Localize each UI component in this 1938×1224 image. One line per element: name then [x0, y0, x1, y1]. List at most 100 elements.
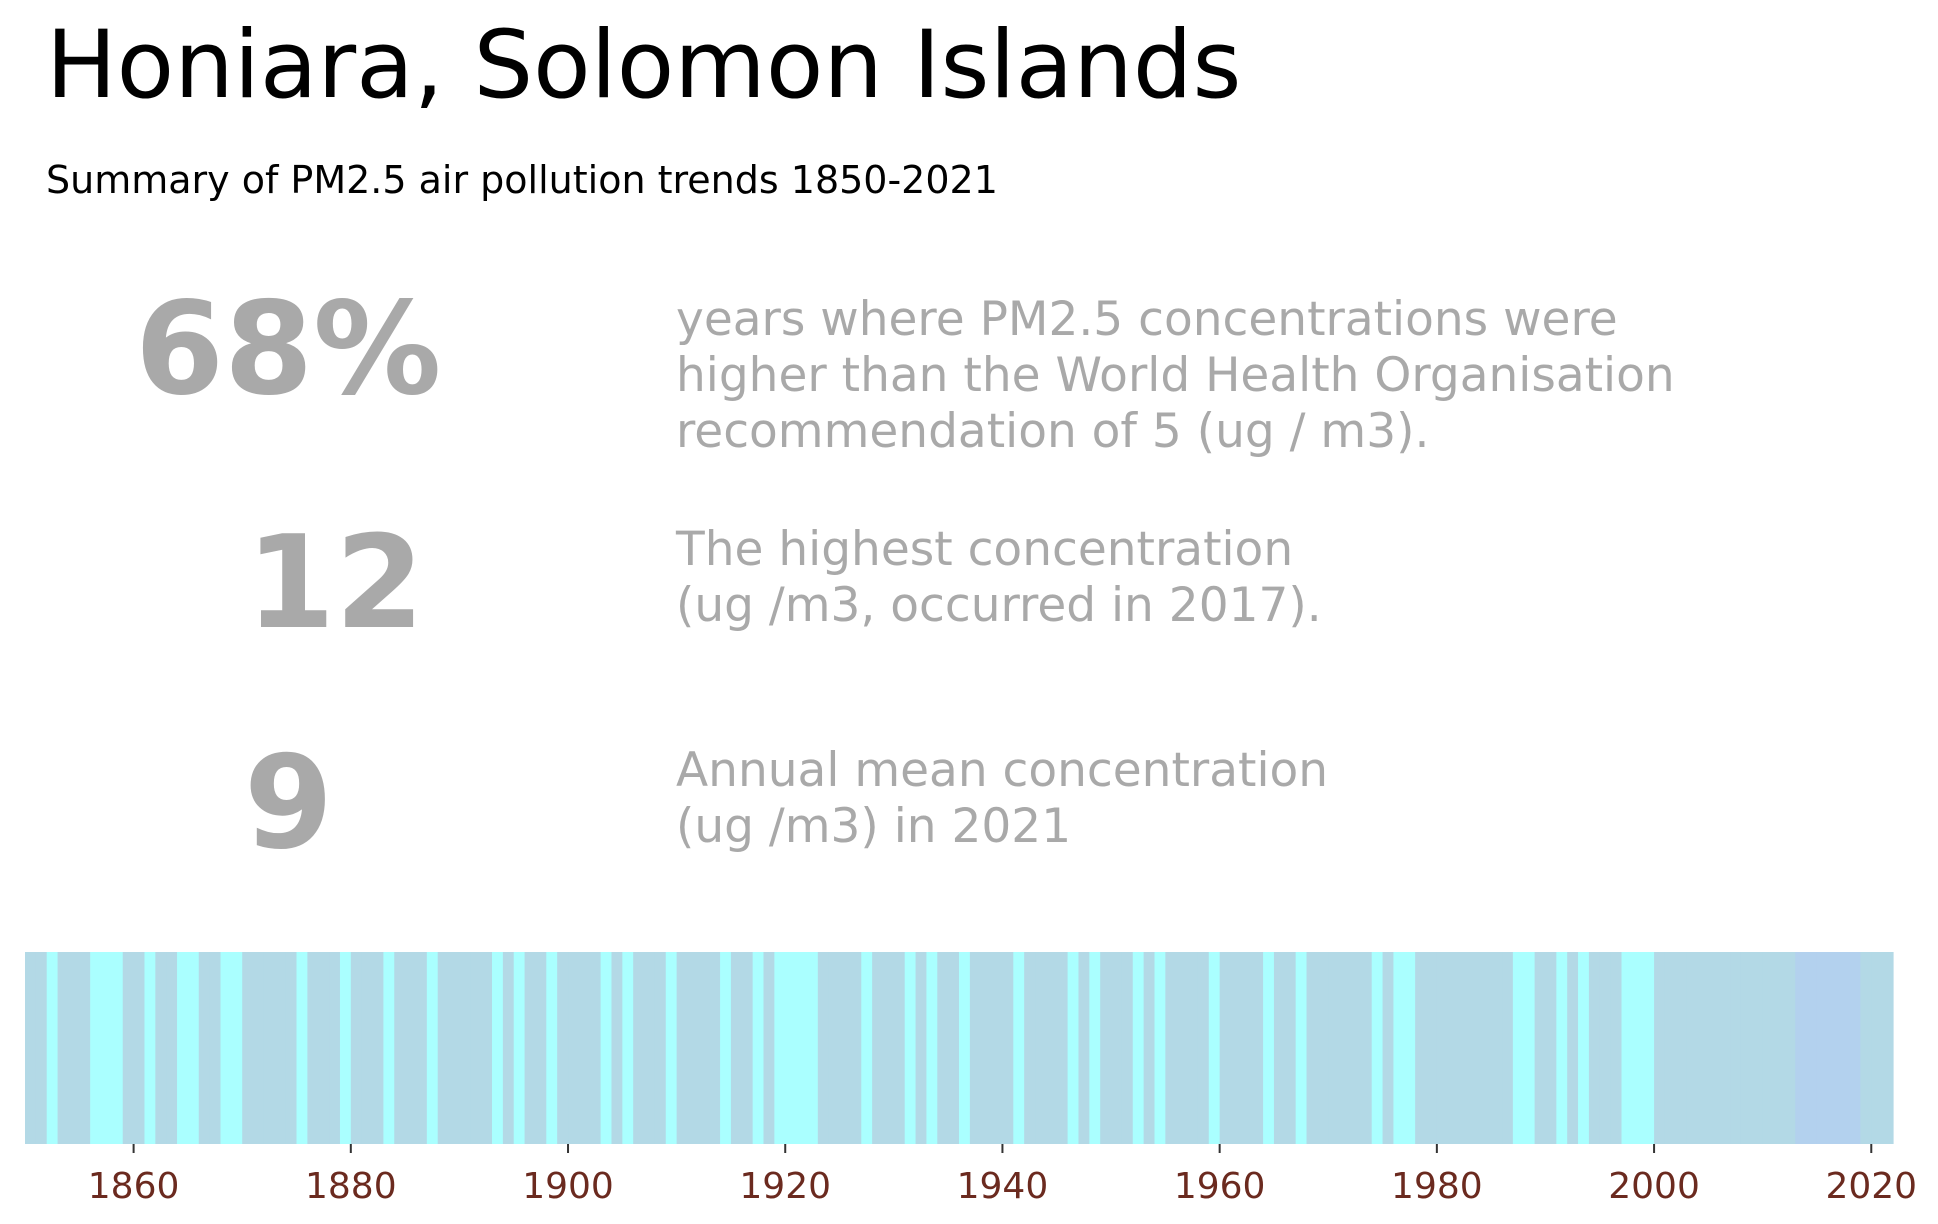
year-stripe-1958: [1197, 952, 1210, 1144]
year-stripe-1952: [1132, 952, 1145, 1144]
year-stripe-1882: [372, 952, 384, 1144]
year-stripe-1900: [568, 952, 580, 1144]
year-stripe-1875: [296, 952, 308, 1144]
year-stripe-1918: [763, 952, 775, 1144]
year-stripe-1933: [926, 952, 938, 1144]
year-stripe-1971: [1339, 952, 1351, 1144]
year-stripe-2010: [1762, 952, 1775, 1144]
year-stripe-1956: [1176, 952, 1188, 1144]
year-stripe-1963: [1252, 952, 1264, 1144]
year-stripe-1985: [1491, 952, 1503, 1144]
year-stripe-1919: [774, 952, 786, 1144]
year-stripe-1921: [796, 952, 808, 1144]
year-stripe-1916: [741, 952, 754, 1144]
year-stripe-1936: [959, 952, 971, 1144]
year-stripe-1861: [144, 952, 156, 1144]
year-stripe-1932: [915, 952, 928, 1144]
year-stripe-1915: [730, 952, 743, 1144]
year-stripe-1940: [1002, 952, 1014, 1144]
year-stripe-1955: [1165, 952, 1177, 1144]
stat-description-line: (ug /m3, occurred in 2017).: [676, 578, 1322, 633]
year-stripe-1975: [1382, 952, 1395, 1144]
stat-highest-concentration: 12: [246, 509, 425, 658]
year-stripe-1885: [405, 952, 417, 1144]
year-stripe-1869: [231, 952, 243, 1144]
stat-description-line: higher than the World Health Organisatio…: [676, 348, 1675, 403]
year-stripe-2007: [1730, 952, 1742, 1144]
stat-exceedance-description: years where PM2.5 concentrations were hi…: [676, 292, 1675, 460]
x-axis: 1860 1880 1900 1920 1940 1960 1980 2000 2020: [88, 1144, 1917, 1207]
year-stripe-1908: [654, 952, 667, 1144]
year-stripe-1935: [948, 952, 960, 1144]
year-stripe-1891: [470, 952, 482, 1144]
year-stripe-1937: [969, 952, 982, 1144]
year-stripe-1870: [242, 952, 254, 1144]
year-stripe-2021: [1882, 952, 1894, 1144]
year-stripe-1959: [1208, 952, 1221, 1144]
year-stripe-2018: [1849, 952, 1862, 1144]
year-stripe-1926: [850, 952, 862, 1144]
year-stripe-1946: [1067, 952, 1080, 1144]
year-stripe-1998: [1632, 952, 1644, 1144]
year-stripe-2014: [1806, 952, 1818, 1144]
year-stripe-1899: [557, 952, 569, 1144]
year-stripe-2000: [1654, 952, 1666, 1144]
year-stripe-1890: [459, 952, 471, 1144]
year-stripe-1895: [513, 952, 526, 1144]
year-stripe-2012: [1784, 952, 1796, 1144]
stat-description-line: The highest concentration: [676, 522, 1294, 577]
stat-annual-mean-description: Annual mean concentration (ug /m3) in 20…: [676, 743, 1328, 855]
year-stripe-1866: [198, 952, 211, 1144]
pollution-stripes-chart: 1860 1880 1900 1920 1940 1960 1980 2000 2020: [25, 952, 1917, 1207]
year-stripe-1860: [133, 952, 146, 1144]
year-stripe-1981: [1447, 952, 1460, 1144]
year-stripe-1897: [535, 952, 547, 1144]
year-stripe-1954: [1154, 952, 1166, 1144]
year-stripe-1859: [122, 952, 135, 1144]
year-stripe-1854: [68, 952, 80, 1144]
year-stripe-1879: [339, 952, 352, 1144]
year-stripe-1874: [285, 952, 298, 1144]
x-tick-label: 1900: [522, 1166, 614, 1207]
year-stripe-1877: [318, 952, 330, 1144]
x-tick-label: 1920: [739, 1166, 831, 1207]
year-stripe-2006: [1719, 952, 1731, 1144]
year-stripe-1968: [1306, 952, 1318, 1144]
year-stripe-1925: [839, 952, 851, 1144]
year-stripe-2013: [1795, 952, 1807, 1144]
year-stripe-1939: [991, 952, 1004, 1144]
year-stripe-2011: [1773, 952, 1785, 1144]
year-stripe-1929: [882, 952, 895, 1144]
year-stripe-1913: [709, 952, 721, 1144]
year-stripe-1857: [101, 952, 113, 1144]
year-stripe-1982: [1458, 952, 1471, 1144]
year-stripe-1949: [1100, 952, 1112, 1144]
x-tick-label: 1960: [1174, 1166, 1266, 1207]
year-stripe-1858: [111, 952, 124, 1144]
year-stripe-1973: [1360, 952, 1373, 1144]
year-stripe-1894: [502, 952, 515, 1144]
year-stripe-1893: [492, 952, 504, 1144]
year-stripe-1994: [1588, 952, 1601, 1144]
year-stripe-2002: [1675, 952, 1688, 1144]
year-stripe-1966: [1284, 952, 1297, 1144]
stat-description-line: recommendation of 5 (ug / m3).: [676, 404, 1430, 459]
year-stripe-1863: [166, 952, 178, 1144]
year-stripe-1883: [383, 952, 395, 1144]
year-stripe-1920: [785, 952, 797, 1144]
stat-description-line: (ug /m3) in 2021: [676, 799, 1072, 854]
year-stripe-1934: [937, 952, 949, 1144]
year-stripe-1961: [1230, 952, 1242, 1144]
year-stripe-1957: [1187, 952, 1199, 1144]
year-stripe-1999: [1643, 952, 1655, 1144]
year-stripe-1993: [1578, 952, 1590, 1144]
year-stripe-1887: [426, 952, 439, 1144]
year-stripe-1910: [676, 952, 689, 1144]
year-stripe-1901: [578, 952, 591, 1144]
year-stripe-1979: [1426, 952, 1438, 1144]
year-stripe-1945: [1056, 952, 1069, 1144]
year-stripe-1856: [90, 952, 102, 1144]
year-stripe-1928: [872, 952, 884, 1144]
year-stripe-1987: [1512, 952, 1525, 1144]
year-stripe-1912: [698, 952, 710, 1144]
